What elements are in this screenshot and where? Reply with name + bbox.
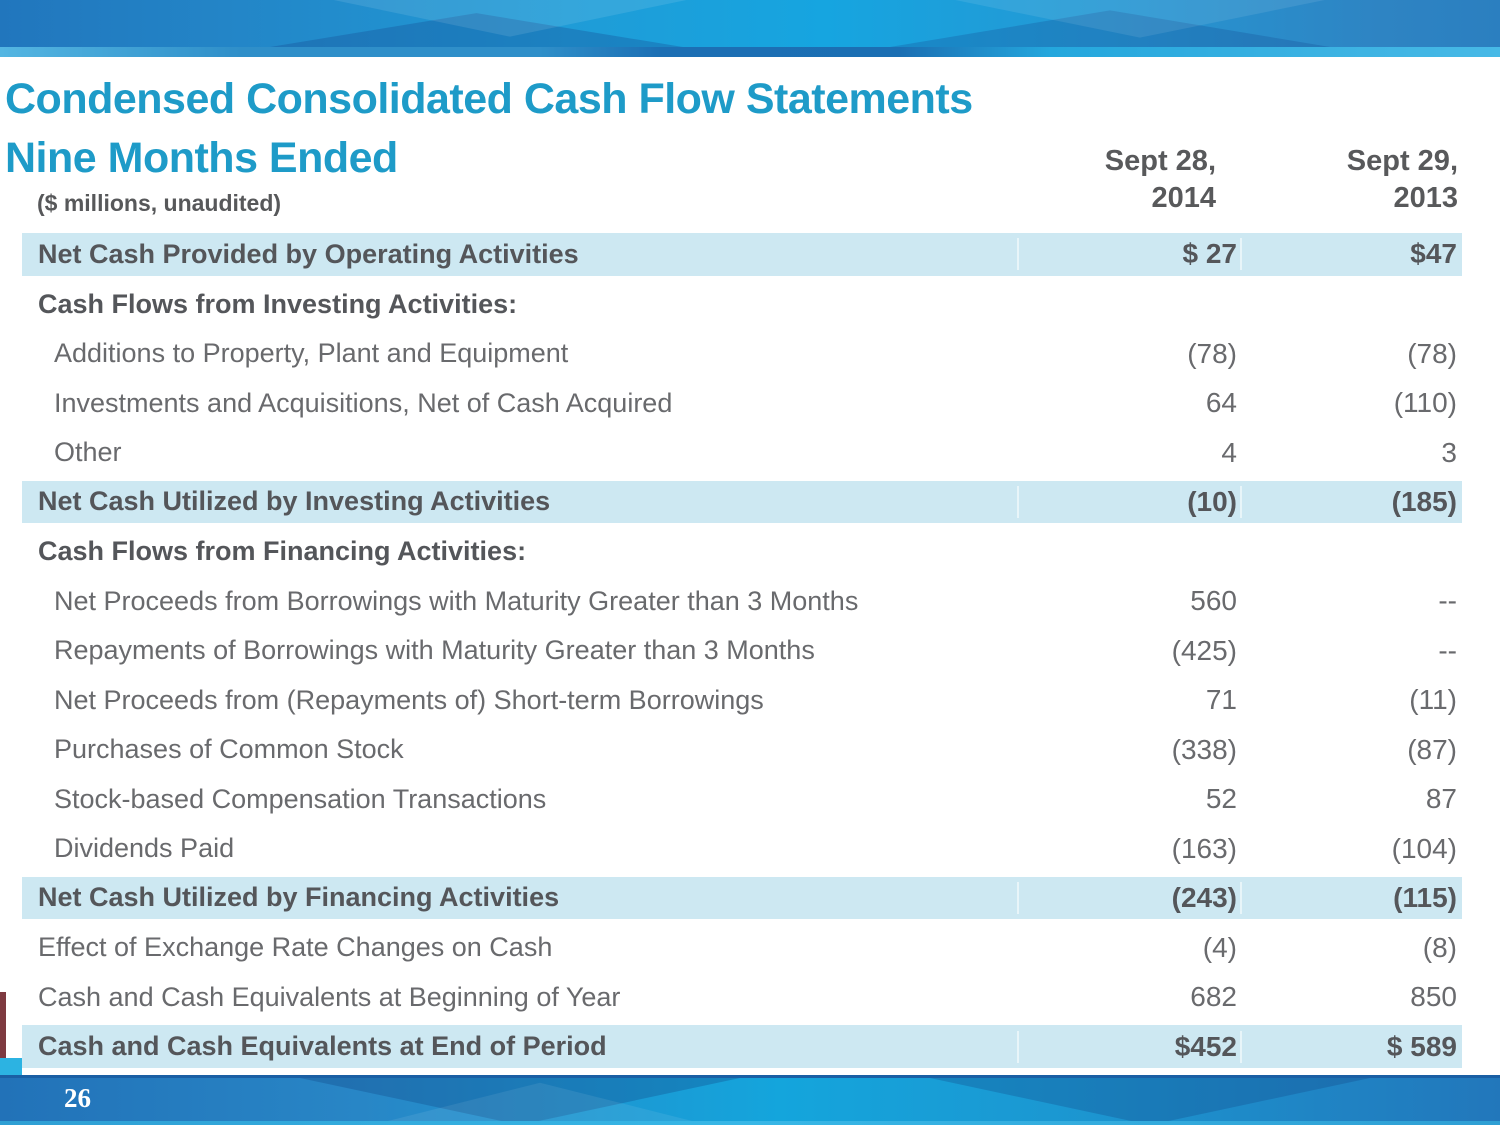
- cell-2014: 52: [1205, 783, 1237, 815]
- table-row: Cash Flows from Financing Activities:: [22, 527, 1462, 577]
- row-label: Investments and Acquisitions, Net of Cas…: [54, 387, 673, 418]
- row-label: Dividends Paid: [54, 833, 235, 864]
- cashflow-table: Net Cash Provided by Operating Activitie…: [22, 230, 1462, 1072]
- cell-2013: 850: [1410, 981, 1457, 1013]
- cell-2013: $ 589: [1240, 1030, 1462, 1063]
- cell-2013: --: [1438, 585, 1457, 617]
- cell-2013: (185): [1240, 485, 1462, 518]
- cell-2013: 3: [1441, 436, 1457, 468]
- row-label: Cash and Cash Equivalents at End of Peri…: [38, 1031, 607, 1061]
- row-label: Net Cash Provided by Operating Activitie…: [38, 238, 579, 269]
- table-row: Cash and Cash Equivalents at Beginning o…: [22, 973, 1462, 1023]
- row-label: Net Proceeds from Borrowings with Maturi…: [54, 585, 859, 616]
- row-label: Effect of Exchange Rate Changes on Cash: [38, 932, 553, 963]
- top-banner: [0, 0, 1500, 47]
- table-row: Purchases of Common Stock (338) (87): [22, 725, 1462, 775]
- cell-2014: (78): [1187, 337, 1237, 369]
- row-label: Purchases of Common Stock: [54, 734, 404, 765]
- cell-2013: 87: [1425, 783, 1457, 815]
- cell-2014: 71: [1205, 684, 1237, 716]
- cell-2014: 560: [1190, 585, 1237, 617]
- row-label: Additions to Property, Plant and Equipme…: [54, 338, 569, 369]
- cell-2014: $452: [1017, 1030, 1240, 1063]
- column-header-2014-line1: Sept 28,: [1104, 145, 1216, 177]
- column-header-2013: Sept 29, 2013: [1347, 143, 1458, 217]
- page-title: Condensed Consolidated Cash Flow Stateme…: [5, 70, 973, 188]
- column-header-2014: Sept 28, 2014: [1105, 143, 1216, 217]
- column-header-2013-line2: 2013: [1393, 182, 1458, 214]
- cell-2014: (163): [1171, 832, 1237, 864]
- page-title-line2: Nine Months Ended: [5, 134, 398, 182]
- footer-triangle-motif: [930, 1078, 1370, 1125]
- table-row: Stock-based Compensation Transactions 52…: [22, 775, 1462, 825]
- table-row: Repayments of Borrowings with Maturity G…: [22, 626, 1462, 676]
- row-label: Net Proceeds from (Repayments of) Short-…: [54, 684, 764, 715]
- cell-2014: 4: [1221, 436, 1237, 468]
- column-header-2014-line2: 2014: [1151, 182, 1216, 214]
- table-row: Dividends Paid (163) (104): [22, 824, 1462, 874]
- table-row: Additions to Property, Plant and Equipme…: [22, 329, 1462, 379]
- table-row: Net Proceeds from (Repayments of) Short-…: [22, 676, 1462, 726]
- page-title-line1: Condensed Consolidated Cash Flow Stateme…: [5, 75, 973, 123]
- cell-2014: (425): [1171, 634, 1237, 666]
- corner-accent-cyan: [0, 1058, 22, 1076]
- table-row: Net Proceeds from Borrowings with Maturi…: [22, 577, 1462, 627]
- footer-bottom-stripe: [0, 1121, 1500, 1125]
- units-note: ($ millions, unaudited): [37, 190, 282, 216]
- cell-2014: (10): [1017, 485, 1240, 518]
- banner-accent-stripe: [0, 47, 1500, 57]
- row-label: Net Cash Utilized by Financing Activitie…: [38, 882, 560, 913]
- table-row: Cash and Cash Equivalents at End of Peri…: [22, 1022, 1462, 1072]
- table-row: Other 4 3: [22, 428, 1462, 478]
- cell-2014: $ 27: [1017, 238, 1240, 271]
- cell-2013: (8): [1422, 931, 1457, 963]
- table-row: Investments and Acquisitions, Net of Cas…: [22, 379, 1462, 429]
- row-label: Net Cash Utilized by Investing Activitie…: [38, 486, 551, 517]
- cell-2014: (338): [1171, 733, 1237, 765]
- cell-2013: (11): [1409, 684, 1457, 716]
- page-number: 26: [64, 1083, 91, 1113]
- cell-2013: (104): [1391, 832, 1457, 864]
- row-label: Cash and Cash Equivalents at Beginning o…: [38, 981, 621, 1012]
- cell-2013: --: [1438, 634, 1457, 666]
- cell-2014: (243): [1017, 881, 1240, 914]
- row-label: Repayments of Borrowings with Maturity G…: [54, 635, 815, 666]
- cell-2013: (78): [1407, 337, 1457, 369]
- table-row: Net Cash Provided by Operating Activitie…: [22, 230, 1462, 280]
- table-row: Net Cash Utilized by Financing Activitie…: [22, 873, 1462, 924]
- cell-2014: 64: [1205, 387, 1237, 419]
- row-label: Other: [54, 437, 122, 468]
- table-row: Net Cash Utilized by Investing Activitie…: [22, 477, 1462, 528]
- column-header-2013-line1: Sept 29,: [1346, 145, 1458, 177]
- footer-band: [0, 1075, 1500, 1125]
- cell-2013: $47: [1240, 238, 1462, 271]
- cell-2013: (87): [1407, 733, 1457, 765]
- cell-2013: (110): [1393, 387, 1457, 419]
- row-label: Stock-based Compensation Transactions: [54, 783, 547, 814]
- row-label: Cash Flows from Investing Activities:: [38, 288, 518, 319]
- table-row: Effect of Exchange Rate Changes on Cash …: [22, 923, 1462, 973]
- row-label: Cash Flows from Financing Activities:: [38, 536, 527, 567]
- cell-2014: 682: [1190, 981, 1237, 1013]
- cell-2013: (115): [1240, 881, 1462, 914]
- table-row: Cash Flows from Investing Activities:: [22, 280, 1462, 330]
- cell-2014: (4): [1202, 931, 1237, 963]
- corner-accent-maroon: [0, 992, 6, 1058]
